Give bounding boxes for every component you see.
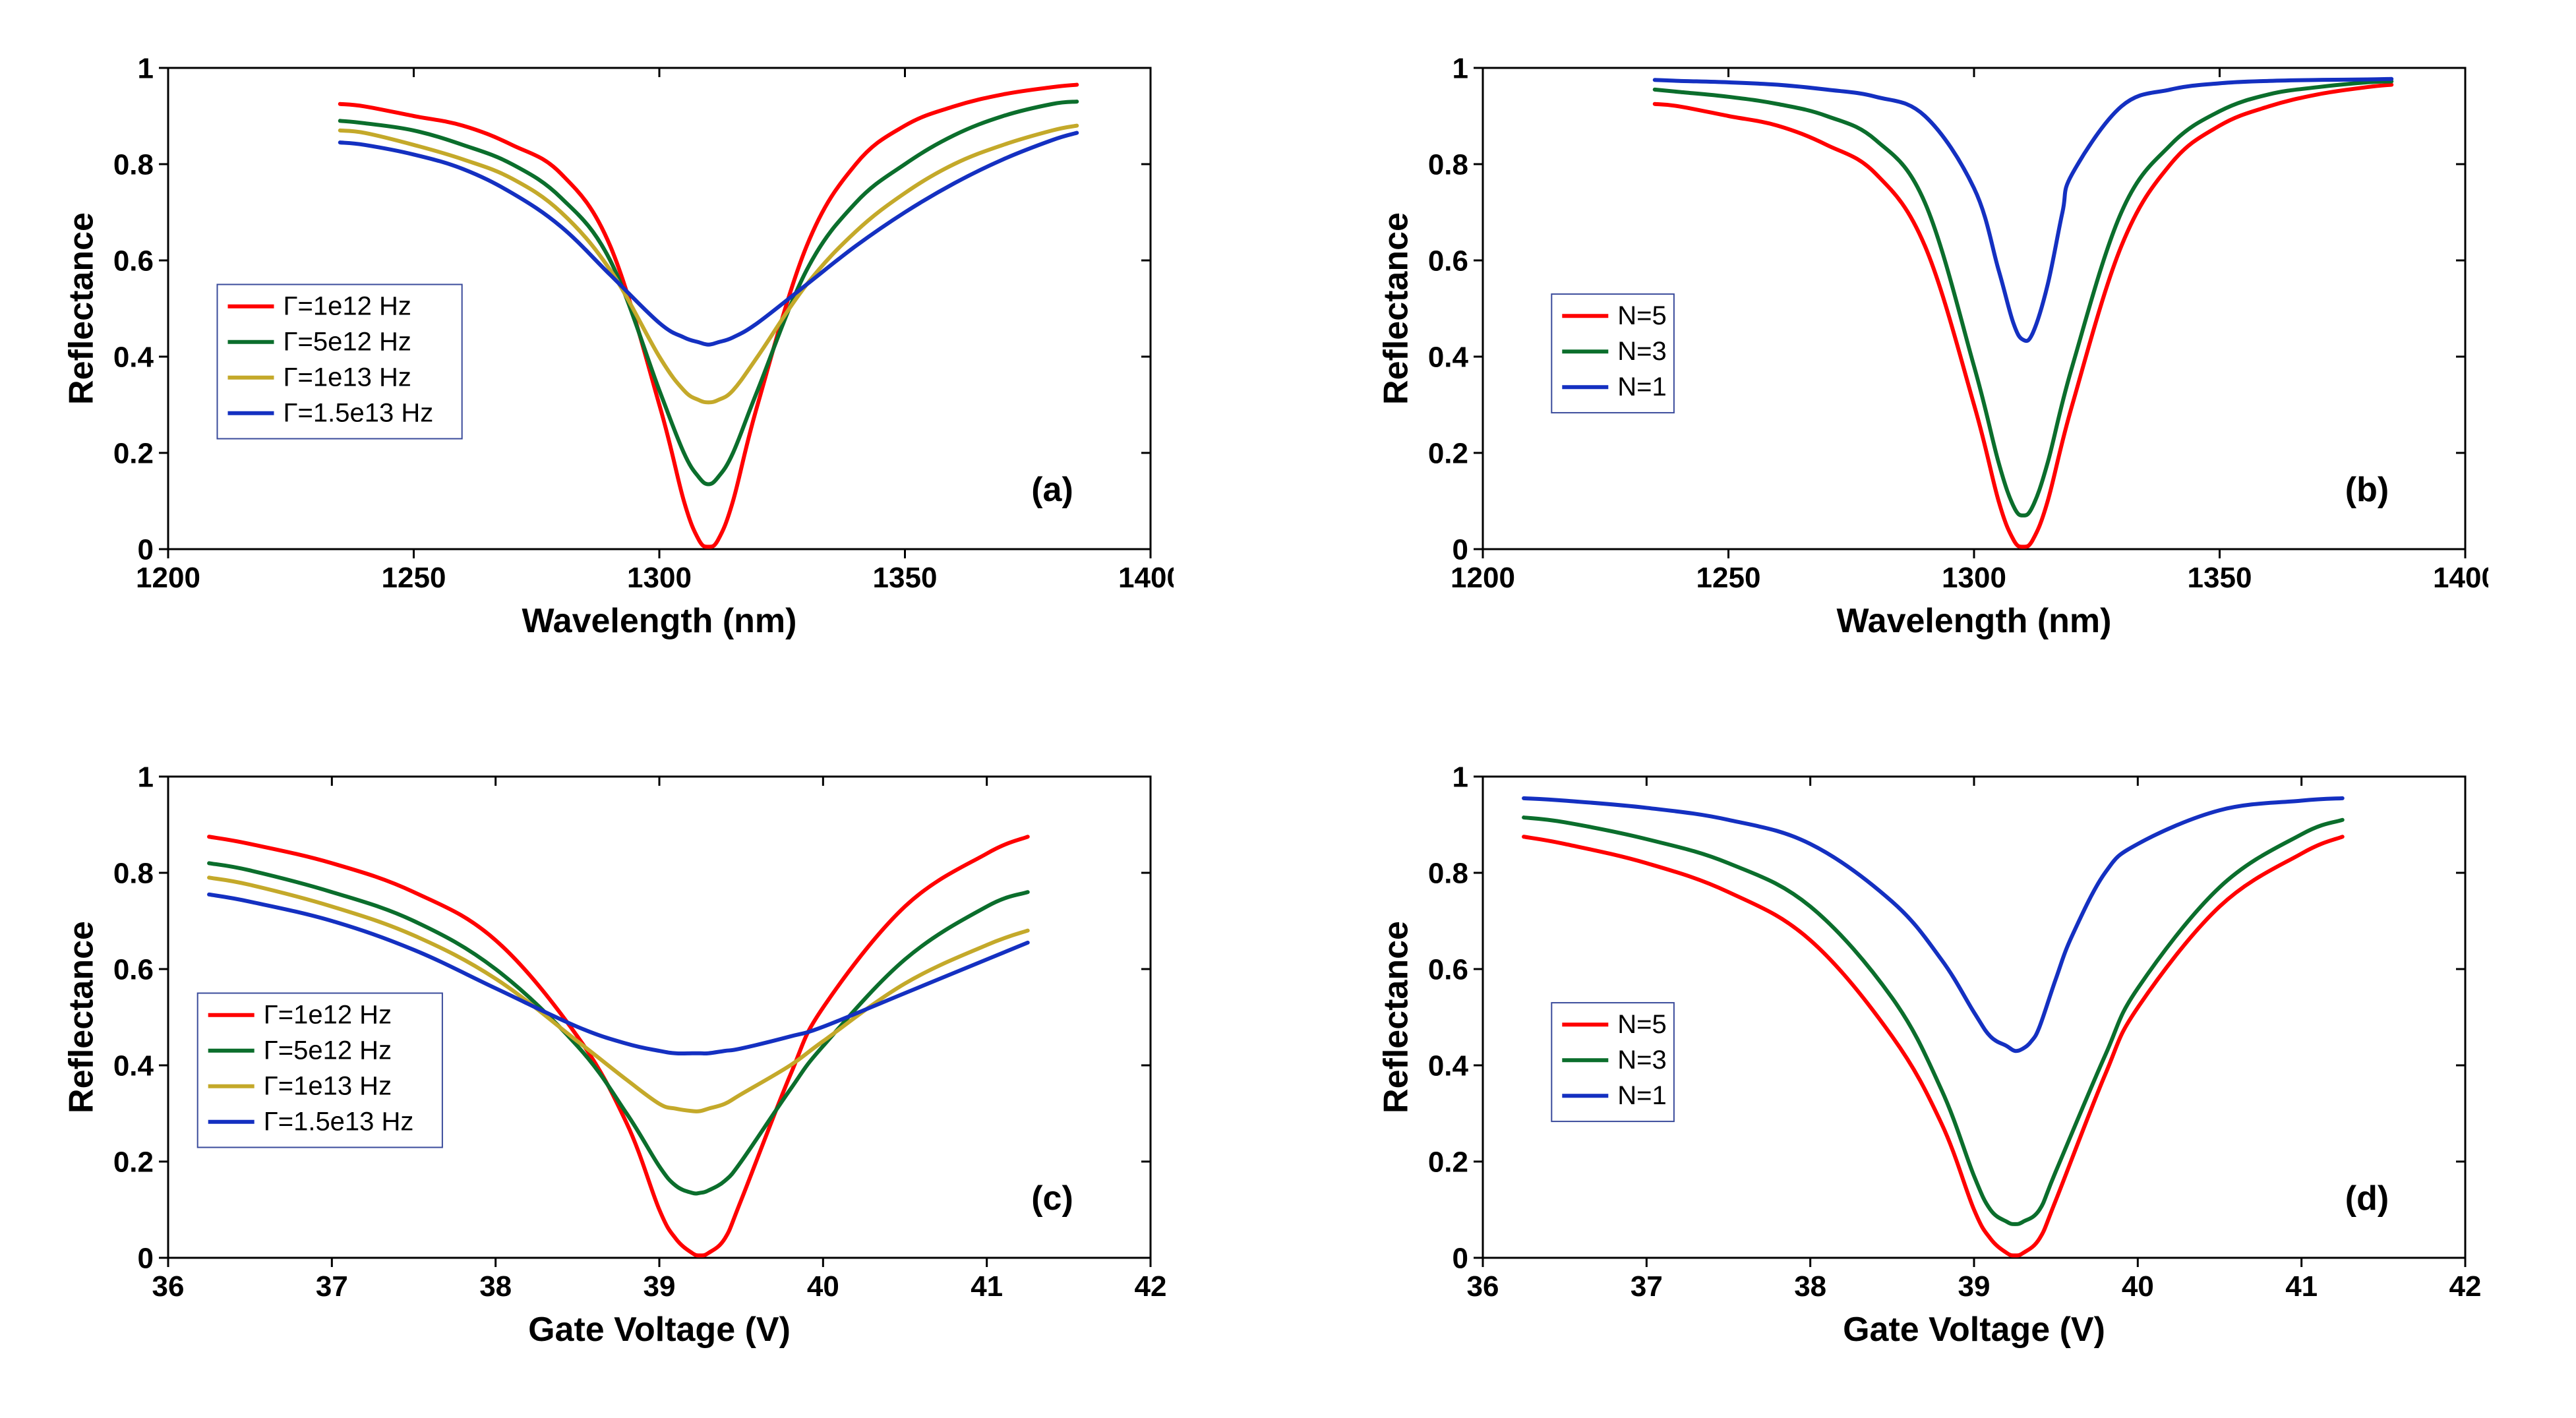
panel-label: (c) (1031, 1179, 1073, 1218)
ytick-label: 0.6 (113, 245, 154, 277)
xtick-label: 38 (479, 1270, 512, 1303)
ylabel: Reflectance (1377, 921, 1415, 1113)
ylabel: Reflectance (63, 212, 101, 405)
xtick-label: 1200 (136, 562, 200, 594)
ytick-label: 0.6 (113, 954, 154, 986)
xtick-label: 1300 (627, 562, 692, 594)
xtick-label: 37 (1630, 1270, 1662, 1303)
ytick-label: 0.6 (1427, 245, 1468, 277)
legend-label: Γ=1e13 Hz (264, 1072, 392, 1101)
xtick-label: 1250 (382, 562, 446, 594)
xtick-label: 39 (1958, 1270, 1990, 1303)
ytick-label: 0.4 (1427, 1050, 1468, 1082)
ytick-label: 1 (1452, 761, 1468, 794)
xtick-label: 1250 (1696, 562, 1760, 594)
legend-label: N=3 (1617, 1046, 1667, 1075)
ytick-label: 0.8 (1427, 858, 1468, 890)
series-line (1654, 79, 2391, 341)
xtick-label: 36 (152, 1270, 185, 1303)
ytick-label: 1 (1452, 52, 1468, 84)
ylabel: Reflectance (1377, 212, 1415, 405)
series-line (1654, 84, 2391, 547)
xtick-label: 37 (316, 1270, 348, 1303)
ytick-label: 0.2 (1427, 1146, 1468, 1179)
legend-label: N=1 (1617, 1081, 1667, 1110)
ytick-label: 0.8 (1427, 148, 1468, 181)
ytick-label: 0.6 (1427, 954, 1468, 986)
panel-a: 1200 1250 1300 1350 1400 0 0.2 0.4 0.6 0.8 1 Wavele… (40, 26, 1222, 683)
xlabel: Wavelength (nm) (522, 602, 797, 640)
legend-label: N=5 (1617, 301, 1667, 330)
xtick-label: 40 (2121, 1270, 2153, 1303)
panel-d: 36 37 38 39 40 41 42 0 0.2 0.4 0.6 0.8 1 Gate Voltage… (1354, 736, 2537, 1392)
legend: Γ=1e12 Hz Γ=5e12 Hz Γ=1e13 Hz Γ=1.5e13 Hz (218, 284, 462, 438)
ytick-label: 0.4 (113, 1050, 154, 1082)
xtick-label: 39 (644, 1270, 676, 1303)
xtick-label: 42 (1135, 1270, 1167, 1303)
ytick-label: 1 (138, 52, 154, 84)
panel-label: (b) (2345, 471, 2388, 509)
panel-label: (a) (1031, 471, 1073, 509)
ytick-label: 0 (138, 533, 154, 566)
xlabel: Gate Voltage (V) (1843, 1311, 2105, 1349)
legend-label: N=3 (1617, 337, 1667, 366)
ytick-label: 0.8 (113, 858, 154, 890)
ytick-label: 1 (138, 761, 154, 794)
ytick-label: 0 (1452, 533, 1468, 566)
ytick-label: 0.4 (1427, 341, 1468, 373)
xtick-label: 1300 (1942, 562, 2006, 594)
legend-label: Γ=5e12 Hz (284, 327, 411, 356)
ytick-label: 0 (1452, 1243, 1468, 1275)
ytick-label: 0 (138, 1243, 154, 1275)
xtick-label: 41 (971, 1270, 1003, 1303)
xtick-label: 1200 (1451, 562, 1515, 594)
xtick-label: 40 (807, 1270, 839, 1303)
ytick-label: 0.4 (113, 341, 154, 373)
legend-label: Γ=1e12 Hz (284, 291, 411, 320)
xtick-label: 42 (2449, 1270, 2481, 1303)
chart-d: 36 37 38 39 40 41 42 0 0.2 0.4 0.6 0.8 1 Gate Voltage… (1354, 757, 2488, 1370)
ytick-label: 0.2 (1427, 437, 1468, 469)
xtick-label: 1350 (873, 562, 938, 594)
series-line (1654, 81, 2391, 515)
ytick-label: 0.2 (113, 437, 154, 469)
xtick-label: 1400 (1118, 562, 1174, 594)
figure-grid: 1200125013001350140000.20.40.60.81Wavele… (0, 0, 2576, 1418)
legend: Γ=1e12 Hz Γ=5e12 Hz Γ=1e13 Hz Γ=1.5e13 Hz (198, 993, 442, 1148)
xlabel: Gate Voltage (V) (528, 1311, 791, 1349)
panel-label: (d) (2345, 1179, 2388, 1218)
legend-label: Γ=5e12 Hz (264, 1036, 392, 1065)
ytick-label: 0.2 (113, 1146, 154, 1179)
xtick-label: 1350 (2187, 562, 2252, 594)
chart-b: 1200 1250 1300 1350 1400 0 0.2 0.4 0.6 0.8 1 Wavele… (1354, 48, 2488, 661)
ylabel: Reflectance (63, 921, 101, 1113)
xtick-label: 1400 (2433, 562, 2488, 594)
legend: N=5 N=3 N=1 (1551, 294, 1674, 413)
legend-label: N=5 (1617, 1010, 1667, 1039)
xtick-label: 41 (2285, 1270, 2318, 1303)
legend-label: Γ=1e12 Hz (264, 1001, 392, 1030)
legend-label: Γ=1.5e13 Hz (284, 398, 434, 427)
ytick-label: 0.8 (113, 148, 154, 181)
legend-label: Γ=1.5e13 Hz (264, 1108, 414, 1137)
legend: N=5 N=3 N=1 (1551, 1003, 1674, 1121)
xtick-label: 36 (1466, 1270, 1499, 1303)
panel-b: 1200 1250 1300 1350 1400 0 0.2 0.4 0.6 0.8 1 Wavele… (1354, 26, 2537, 683)
chart-a: 1200 1250 1300 1350 1400 0 0.2 0.4 0.6 0.8 1 Wavele… (40, 48, 1174, 661)
chart-c: 36 37 38 39 40 41 42 0 0.2 0.4 0.6 0.8 1 Gate Voltage… (40, 757, 1174, 1370)
panel-c: 36 37 38 39 40 41 42 0 0.2 0.4 0.6 0.8 1 Gate Voltage… (40, 736, 1222, 1392)
legend-label: N=1 (1617, 372, 1667, 401)
xlabel: Wavelength (nm) (1836, 602, 2111, 640)
legend-label: Γ=1e13 Hz (284, 363, 411, 392)
xtick-label: 38 (1794, 1270, 1826, 1303)
